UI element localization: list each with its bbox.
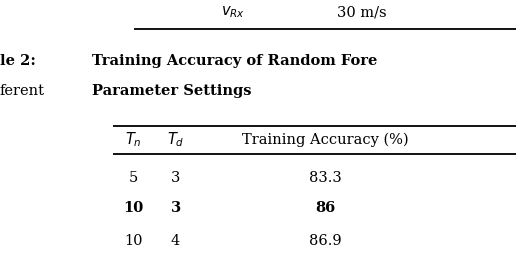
Text: $T_d$: $T_d$: [167, 131, 184, 149]
Text: 4: 4: [171, 234, 180, 248]
Text: ferent: ferent: [0, 84, 45, 98]
Text: Training Accuracy (%): Training Accuracy (%): [242, 133, 408, 147]
Text: 83.3: 83.3: [309, 171, 341, 185]
Text: 3: 3: [171, 171, 180, 185]
Text: 30 m/s: 30 m/s: [337, 5, 386, 19]
Text: 5: 5: [129, 171, 138, 185]
Text: $T_n$: $T_n$: [125, 131, 142, 149]
Text: le 2:: le 2:: [0, 54, 36, 68]
Text: 86: 86: [315, 201, 335, 215]
Text: $v_{Rx}$: $v_{Rx}$: [221, 4, 245, 20]
Text: 86.9: 86.9: [309, 234, 341, 248]
Text: 10: 10: [124, 234, 143, 248]
Text: 10: 10: [124, 201, 144, 215]
Text: Training Accuracy of Random Fore: Training Accuracy of Random Fore: [92, 54, 377, 68]
Text: Parameter Settings: Parameter Settings: [92, 84, 251, 98]
Text: 3: 3: [170, 201, 181, 215]
